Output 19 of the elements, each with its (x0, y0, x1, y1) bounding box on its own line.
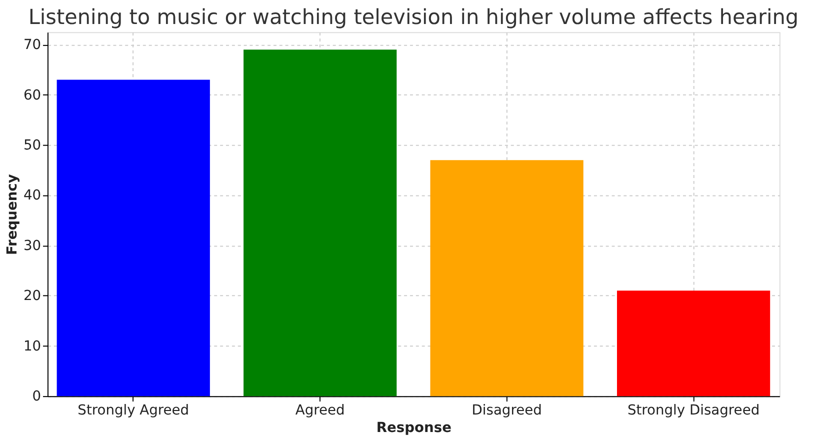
bar (244, 50, 397, 396)
x-tick-label: Strongly Disagreed (627, 402, 760, 418)
x-tick-label: Strongly Agreed (78, 402, 190, 418)
bar (56, 80, 210, 396)
bar (616, 290, 770, 396)
y-tick-label: 70 (23, 37, 42, 54)
bar (430, 160, 584, 396)
y-tick-label: 60 (23, 87, 42, 104)
y-tick-label: 30 (23, 238, 42, 254)
y-tick-label: 0 (32, 388, 42, 405)
x-tick-label: Agreed (295, 402, 345, 418)
chart-title: Listening to music or watching television in higher volume affects hearing (28, 5, 799, 30)
x-tick-label: Disagreed (472, 402, 542, 418)
x-axis-title: Response (376, 420, 452, 436)
y-tick-label: 50 (23, 137, 42, 154)
y-tick-label: 20 (23, 288, 42, 304)
y-axis-title: Frequency (4, 174, 21, 256)
y-tick-label: 40 (23, 188, 42, 204)
y-tick-label: 10 (23, 338, 42, 354)
